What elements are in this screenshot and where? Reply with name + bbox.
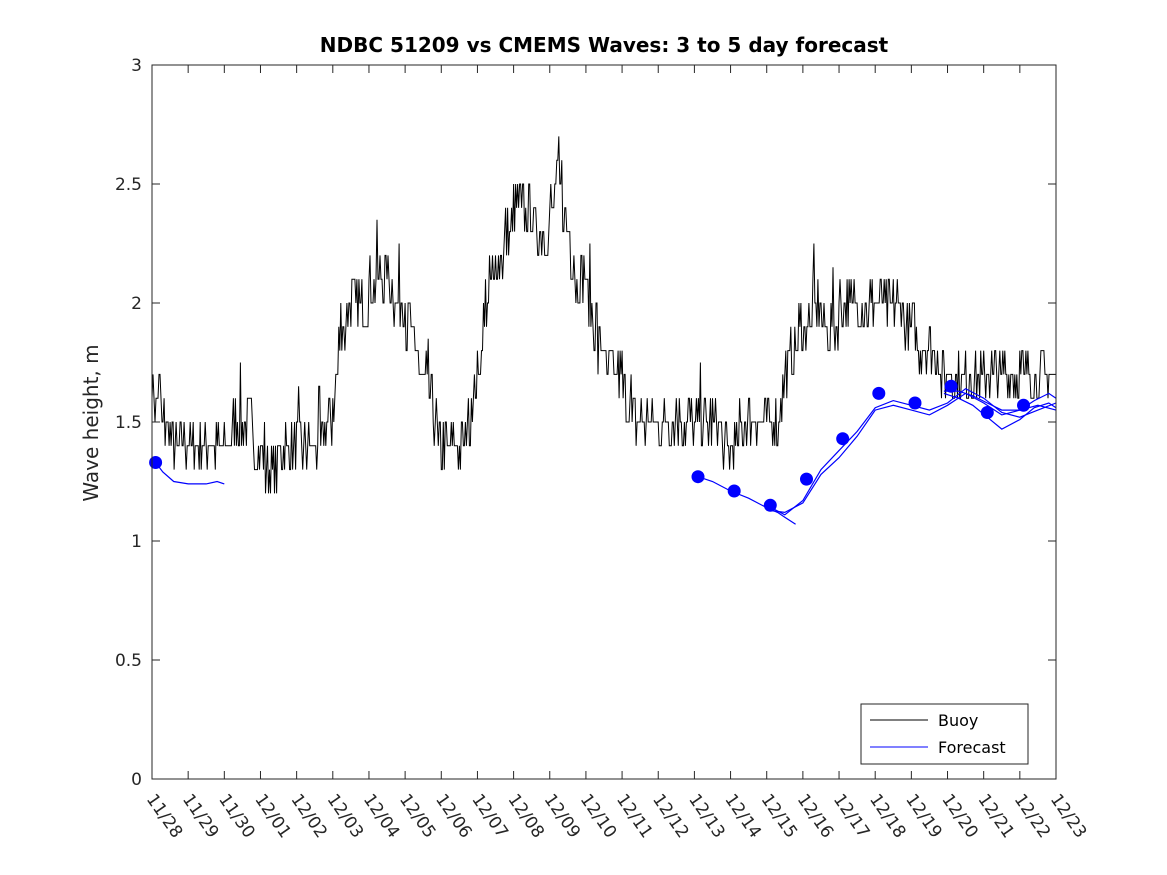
buoy-series-line xyxy=(151,136,1056,494)
forecast-series-line xyxy=(766,392,1057,514)
forecast-marker xyxy=(872,386,886,400)
legend-label-forecast: Forecast xyxy=(938,738,1006,757)
forecast-marker xyxy=(763,498,777,512)
y-tick-label: 0 xyxy=(131,770,142,790)
legend: Buoy Forecast xyxy=(860,703,1029,765)
y-tick-label: 0.5 xyxy=(115,651,142,671)
forecast-marker xyxy=(727,484,741,498)
forecast-marker xyxy=(800,472,813,486)
forecast-series-line xyxy=(155,462,225,485)
y-axis-ticks: 0 0.5 1 1.5 2 2.5 3 xyxy=(115,56,1056,790)
forecast-marker xyxy=(1017,398,1030,412)
forecast-marker xyxy=(980,406,994,419)
y-tick-label: 2.5 xyxy=(115,175,142,195)
forecast-series-line xyxy=(943,392,1057,430)
y-tick-label: 2 xyxy=(131,294,142,314)
forecast-series-line xyxy=(697,476,796,525)
y-tick-label: 1.5 xyxy=(115,413,142,433)
legend-label-buoy: Buoy xyxy=(938,711,978,730)
plot-area xyxy=(152,65,1056,779)
y-tick-label: 3 xyxy=(131,56,142,76)
legend-box xyxy=(860,703,1029,765)
chart-title: NDBC 51209 vs CMEMS Waves: 3 to 5 day fo… xyxy=(320,33,889,57)
forecast-series-line xyxy=(943,390,1057,411)
forecast-marker xyxy=(836,432,850,446)
forecast-marker xyxy=(944,379,958,393)
forecast-marker xyxy=(691,470,705,484)
y-axis-label: Wave height, m xyxy=(79,344,103,501)
forecast-marker xyxy=(908,396,922,410)
forecast-marker xyxy=(149,456,163,469)
y-tick-label: 1 xyxy=(131,532,142,552)
